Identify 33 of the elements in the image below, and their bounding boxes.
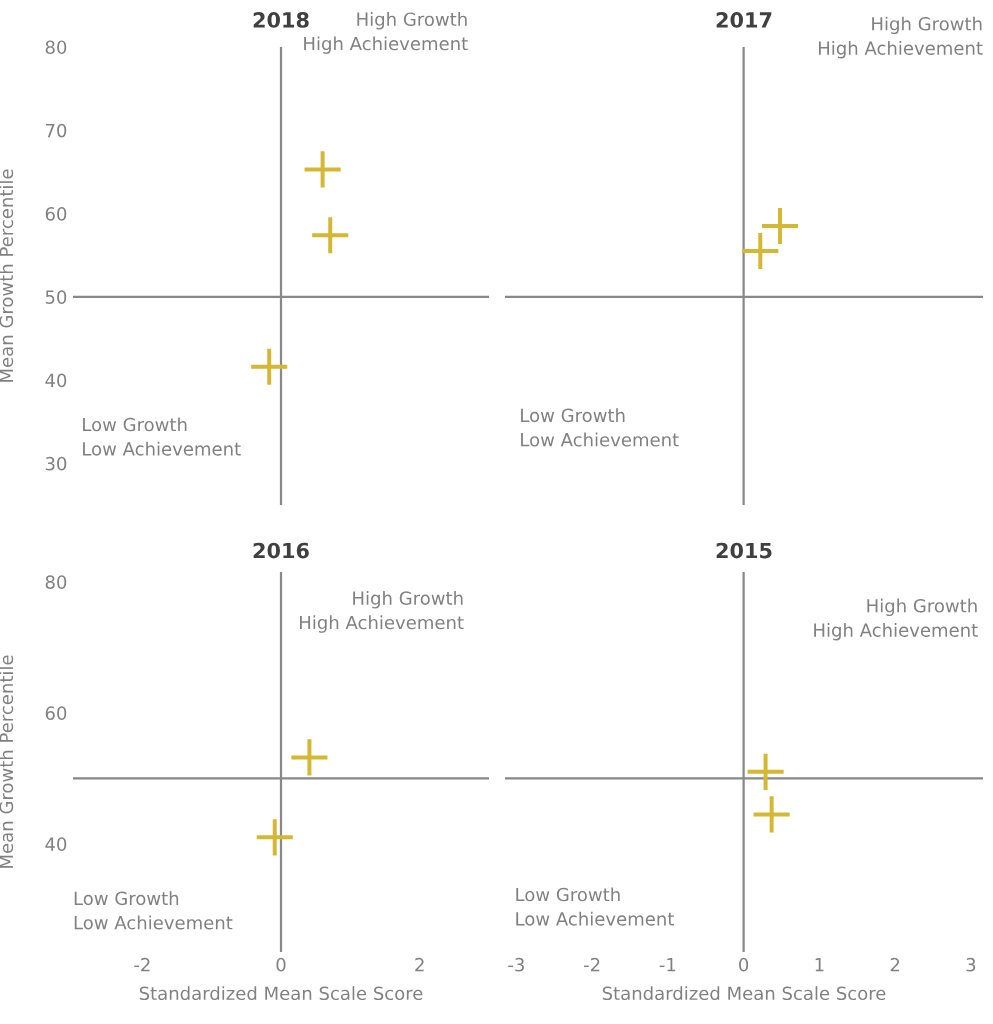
x-tick-label: -3 [508,957,524,972]
y-tick-label: 40 [45,373,67,388]
x-tick-label: 2 [890,957,900,972]
y-tick-label: 70 [45,123,67,138]
y-tick-label: 80 [45,40,67,55]
y-tick-label: 50 [45,290,67,304]
y-axis-title: Mean Growth Percentile [0,655,14,868]
x-axis-title: Standardized Mean Scale Score [602,986,886,1001]
x-axis-title: Standardized Mean Scale Score [139,986,423,1001]
x-tick-label: 3 [966,957,976,972]
x-tick-label: -1 [659,958,676,972]
x-tick-label: 0 [739,957,749,972]
chart-title: 2017 [716,12,772,28]
chart-title: 2015 [716,542,772,559]
annotation: Low Growth Low Achievement [516,887,674,926]
annotation: Low Growth Low Achievement [83,417,241,456]
annotation: High Growth High Achievement [818,16,983,59]
annotation: High Growth High Achievement [814,598,978,641]
y-tick-label: 40 [45,837,67,852]
y-axis-title: Mean Growth Percentile [0,169,14,382]
y-tick-label: 60 [45,706,67,720]
x-tick-label: -2 [134,957,150,972]
annotation: Low Growth Low Achievement [521,408,679,447]
x-tick-label: -2 [584,957,600,972]
y-tick-label: 30 [45,456,67,471]
x-tick-label: 1 [815,958,824,972]
annotation: High Growth High Achievement [300,591,464,633]
x-tick-label: 2 [415,957,424,972]
annotation: Low Growth Low Achievement [74,891,233,930]
chart-title: 2016 [253,542,309,559]
y-tick-label: 60 [45,207,67,221]
x-tick-label: 0 [276,957,286,972]
y-tick-label: 80 [45,575,67,589]
